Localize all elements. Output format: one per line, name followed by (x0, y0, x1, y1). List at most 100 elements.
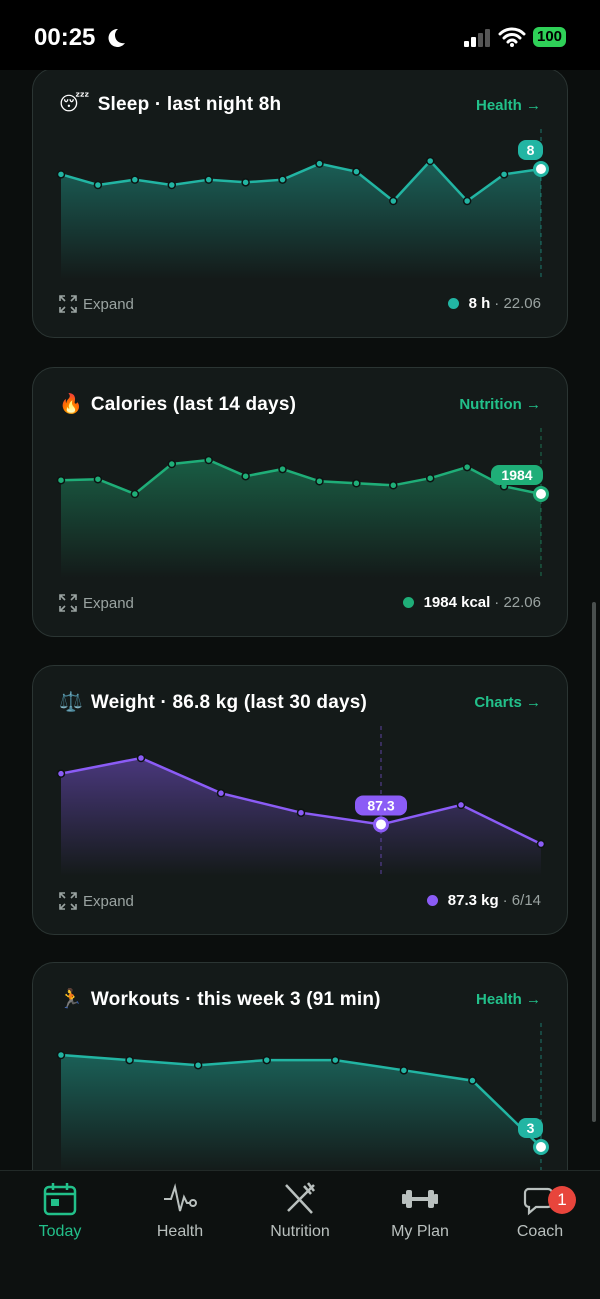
line (60, 1053, 542, 1148)
value-label: 1984 (501, 467, 532, 483)
legend-dot (426, 895, 438, 906)
card-title: 🔥 Calories (last 14 days) (59, 392, 304, 416)
data-point (262, 1055, 271, 1065)
data-point (278, 175, 287, 184)
scrollbar (592, 602, 596, 1122)
data-point (373, 816, 389, 833)
card-title-text: Weight · 86.8 kg (last 30 days) (90, 692, 368, 713)
data-point (136, 753, 146, 763)
expand-button[interactable]: Expand (59, 892, 134, 910)
line (60, 159, 542, 203)
legend-date: · 6/14 (502, 892, 541, 909)
expand-glyph (59, 892, 77, 910)
tab-label: Nutrition (270, 1223, 330, 1240)
expand-label: Expand (83, 595, 134, 612)
area (61, 758, 541, 876)
data-point (241, 471, 250, 481)
legend-value: 8 h (468, 295, 491, 312)
tab-icon (285, 1182, 315, 1214)
expand-label: Expand (83, 893, 134, 910)
card-title: ⚖️ Weight · 86.8 kg (last 30 days) (59, 690, 375, 714)
data-point (296, 808, 306, 817)
legend-dot (402, 597, 414, 608)
notification-badge: 1 (548, 1186, 576, 1214)
value-label: 87.3 (367, 797, 394, 813)
data-point (462, 462, 472, 472)
card-title-text: Calories (last 14 days) (90, 394, 297, 415)
tab[interactable]: Nutrition (240, 1181, 360, 1241)
wifi-icon (498, 27, 526, 47)
data-point (130, 175, 140, 184)
data-point (425, 156, 435, 166)
battery: 100 (533, 27, 566, 47)
chart: 8 (56, 129, 549, 279)
tab-bar: Today Health Nutrition My Plan Coach 1 (0, 1170, 600, 1299)
value-badge (491, 465, 543, 485)
data-point (399, 1066, 409, 1075)
legend-date: · 22.06 (494, 594, 541, 611)
legend: 1984 kcal · 22.06 (402, 594, 541, 611)
data-point (125, 1055, 134, 1065)
data-point (533, 161, 549, 177)
legend-date: · 22.06 (494, 295, 541, 312)
expand-button[interactable]: Expand (59, 295, 134, 313)
value-badge (518, 1118, 543, 1138)
data-point (352, 167, 361, 176)
data-point (167, 180, 177, 190)
data-point (216, 788, 226, 798)
data-point (331, 1055, 340, 1065)
chart: 1984 (56, 428, 549, 578)
data-point (425, 473, 435, 483)
data-point (167, 459, 177, 469)
legend: 87.3 kg · 6/14 (426, 892, 541, 909)
data-point (93, 474, 103, 484)
value-badge (518, 140, 543, 160)
tab[interactable]: Health (120, 1181, 240, 1241)
line (60, 458, 542, 496)
card-link[interactable]: Health → (475, 97, 541, 114)
status-bar: 00:25 100 (0, 0, 600, 70)
card-title-text: Sleep · last night 8h (97, 94, 282, 115)
card-icon: 🔥 (59, 394, 83, 415)
expand-label: Expand (83, 296, 134, 313)
card-link[interactable]: Charts → (474, 694, 541, 711)
data-point (241, 178, 250, 187)
data-point (389, 481, 398, 490)
tab-label: Health (156, 1223, 204, 1240)
tab[interactable]: Coach 1 (480, 1181, 600, 1241)
data-point (389, 196, 398, 206)
legend-dot (447, 298, 459, 309)
tab-icon (402, 1190, 438, 1208)
data-point (352, 479, 361, 488)
card-link[interactable]: Health → (475, 991, 541, 1008)
data-point (456, 800, 466, 810)
data-point (533, 1139, 549, 1155)
value-badge (355, 795, 407, 816)
data-point (204, 175, 213, 184)
tab-icon (43, 1183, 77, 1216)
tab[interactable]: Today (0, 1181, 120, 1241)
card-link[interactable]: Nutrition → (459, 396, 541, 413)
card-icon: 🏃 (59, 989, 83, 1010)
data-point (130, 489, 140, 499)
signal-icon (464, 29, 490, 47)
data-point (533, 486, 549, 502)
data-point (193, 1060, 203, 1070)
clock: 00:25 (34, 24, 96, 51)
tab-label: Coach (516, 1223, 564, 1240)
tab[interactable]: My Plan (360, 1181, 480, 1241)
card-title: 😴 Sleep · last night 8h (59, 93, 289, 116)
data-point (278, 464, 287, 474)
legend-value: 87.3 kg (447, 892, 499, 909)
data-point (462, 196, 472, 206)
expand-button[interactable]: Expand (59, 594, 134, 612)
data-point (468, 1076, 477, 1085)
card-icon: ⚖️ (59, 692, 83, 713)
data-point (499, 170, 509, 179)
data-point (204, 455, 213, 465)
area (61, 460, 541, 578)
data-point (56, 769, 66, 778)
card-title: 🏃 Workouts · this week 3 (91 min) (59, 987, 389, 1011)
chart-card: 🔥 Calories (last 14 days) Nutrition → Expan… (32, 367, 568, 637)
data-point (536, 839, 546, 849)
